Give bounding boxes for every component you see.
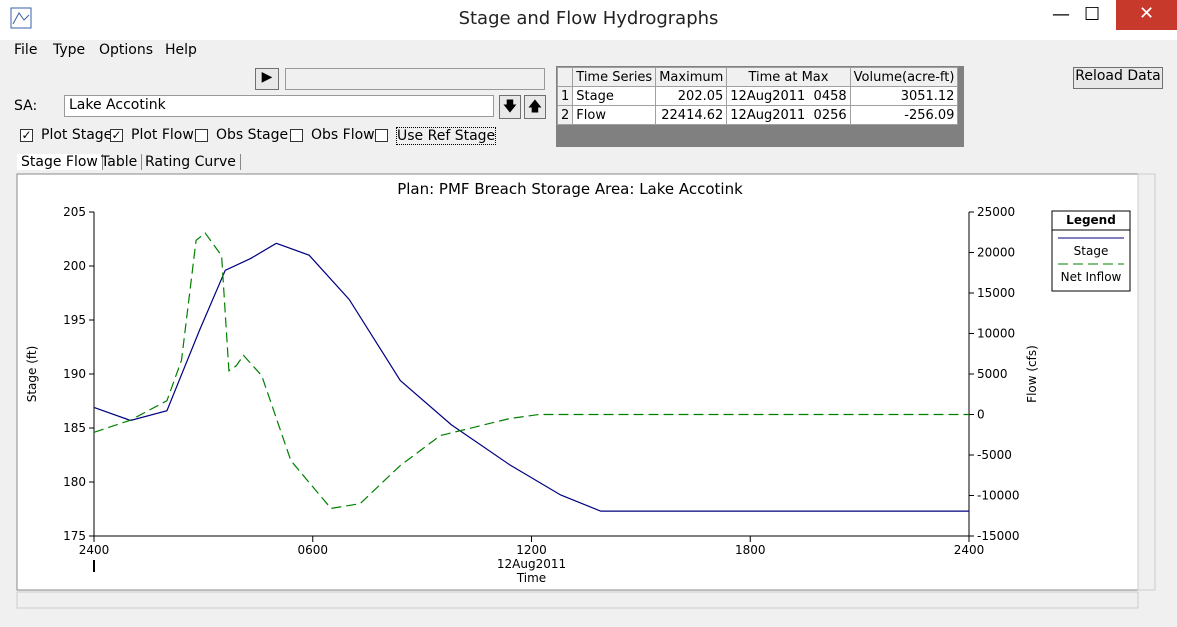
y2-tick-label: 25000 xyxy=(977,205,1015,219)
y-tick-label: 180 xyxy=(63,475,86,489)
menu-item[interactable]: Type xyxy=(53,42,86,58)
checkbox[interactable]: ✓ xyxy=(110,128,123,142)
progress-bar xyxy=(285,68,545,90)
up-button[interactable]: 🡅 xyxy=(524,95,546,119)
header-cell: Volume(acre-ft) xyxy=(849,67,959,87)
y2-tick-label: 0 xyxy=(977,408,985,422)
table-cell: 2 xyxy=(556,105,574,125)
y-tick-label: 200 xyxy=(63,259,86,273)
app-icon xyxy=(10,7,32,29)
header-cell: Maximum xyxy=(655,67,728,87)
tab[interactable]: Table xyxy=(97,154,143,170)
header-cell: Time at Max xyxy=(726,67,851,87)
checkbox-label[interactable]: Obs Stage xyxy=(216,127,289,143)
title-bar xyxy=(0,0,1177,40)
header-cell: Time Series xyxy=(572,67,657,87)
checkbox-label[interactable]: Plot Flow xyxy=(131,127,194,143)
menu-item[interactable]: Options xyxy=(99,42,154,58)
down-button[interactable]: 🡇 xyxy=(499,95,521,119)
y2-tick-label: 5000 xyxy=(977,367,1008,381)
table-cell: 1 xyxy=(556,86,574,106)
x-tick-label: 1800 xyxy=(735,543,766,557)
corner-cell xyxy=(556,67,574,87)
legend-box xyxy=(1051,210,1131,292)
checkbox-label[interactable]: Plot Stage xyxy=(41,127,113,143)
x-tick-label: 1200 xyxy=(516,543,547,557)
checkbox[interactable] xyxy=(195,129,208,142)
y2-tick-label: -10000 xyxy=(977,489,1020,503)
chart-title: Plan: PMF Breach Storage Area: Lake Acco… xyxy=(397,180,743,198)
legend-title: Legend xyxy=(1066,213,1116,227)
table-cell: 202.05 xyxy=(655,86,728,106)
y-axis-label: Stage (ft) xyxy=(25,346,39,403)
series-line xyxy=(93,232,969,510)
v-scrollbar[interactable] xyxy=(1137,173,1156,591)
plot-panel xyxy=(16,173,1139,591)
checkbox-label[interactable]: Obs Flow xyxy=(311,127,375,143)
h-scrollbar[interactable] xyxy=(16,591,1139,609)
table-cell: Stage xyxy=(572,86,657,106)
y-tick-label: 185 xyxy=(63,421,86,435)
tab[interactable]: Rating Curve xyxy=(141,154,241,170)
x-date-label: 12Aug2011 xyxy=(497,557,566,571)
checkbox[interactable] xyxy=(290,129,303,142)
table-cell: 3051.12 xyxy=(849,86,959,106)
x-axis-label: Time xyxy=(516,571,546,585)
close-button[interactable]: ✕ xyxy=(1116,0,1177,30)
x-tick-label: 0600 xyxy=(297,543,328,557)
y-tick-label: 195 xyxy=(63,313,86,327)
minimize-button[interactable]: — xyxy=(1052,4,1070,25)
checkbox[interactable] xyxy=(375,129,388,142)
y-tick-label: 205 xyxy=(63,205,86,219)
x-tick-label: 2400 xyxy=(954,543,985,557)
menu-item[interactable]: File xyxy=(14,42,38,58)
table-cell: 22414.62 xyxy=(655,105,728,125)
y2-tick-label: -15000 xyxy=(977,529,1020,543)
y2-tick-label: -5000 xyxy=(977,448,1012,462)
table-cell: Flow xyxy=(572,105,657,125)
table-cell: 12Aug2011 0256 xyxy=(726,105,851,125)
y2-tick-label: 15000 xyxy=(977,286,1015,300)
menu-item[interactable]: Help xyxy=(165,42,197,58)
app-icon-graph xyxy=(12,12,30,25)
table-cell: -256.09 xyxy=(849,105,959,125)
legend-entry: Net Inflow xyxy=(1061,270,1122,284)
reload-button[interactable]: Reload Data xyxy=(1073,67,1163,89)
legend-entry: Stage xyxy=(1074,244,1109,258)
maximize-button[interactable]: ☐ xyxy=(1084,4,1101,25)
checkbox-label[interactable]: Use Ref Stage xyxy=(396,127,497,145)
play-button[interactable]: ▶ xyxy=(255,68,279,90)
y2-tick-label: 20000 xyxy=(977,246,1015,260)
tab[interactable]: Stage Flow xyxy=(17,154,103,170)
checkbox[interactable]: ✓ xyxy=(20,128,33,142)
series-line xyxy=(93,242,969,512)
table-cell: 12Aug2011 0458 xyxy=(726,86,851,106)
summary-table: Time Series Maximum Time at Max Volume(acre… xyxy=(556,66,964,147)
y-tick-label: 175 xyxy=(63,529,86,543)
x-tick-label: 2400 xyxy=(79,543,110,557)
sa-dropdown[interactable]: Lake Accotink xyxy=(64,95,494,117)
y2-tick-label: 10000 xyxy=(977,327,1015,341)
y2-axis-label: Flow (cfs) xyxy=(1025,345,1039,403)
window-title: Stage and Flow Hydrographs xyxy=(458,8,719,29)
sa-label: SA: xyxy=(14,98,38,114)
y-tick-label: 190 xyxy=(63,367,86,381)
